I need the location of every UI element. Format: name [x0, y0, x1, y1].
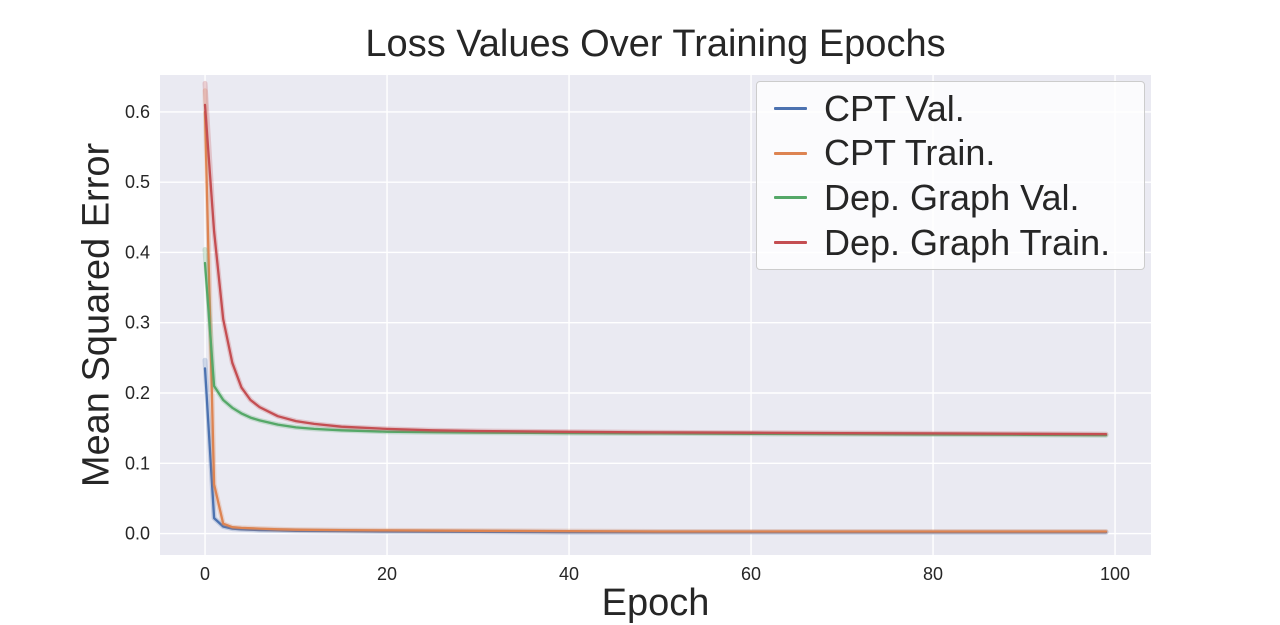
y-tick-label: 0.4 [125, 242, 150, 262]
legend-item-cpt-val: CPT Val. [767, 87, 1134, 129]
legend-label: Dep. Graph Val. [824, 177, 1080, 219]
series-line-cpt-train [203, 110, 1108, 533]
legend-line-swatch-red [774, 241, 807, 245]
legend-line-swatch-orange [774, 151, 807, 155]
legend-item-dep-graph-train: Dep. Graph Train. [767, 223, 1134, 263]
y-axis-label: Mean Squared Error [75, 142, 118, 488]
y-tick-label: 0.2 [125, 383, 150, 403]
legend-item-dep-graph-val: Dep. Graph Val. [767, 178, 1134, 218]
legend-line-swatch-green [774, 196, 807, 200]
legend-label: CPT Train. [824, 132, 996, 174]
x-tick-label: 60 [741, 564, 761, 584]
x-tick-label: 0 [200, 564, 210, 584]
y-tick-label: 0.0 [125, 524, 150, 544]
x-tick-label: 20 [377, 564, 397, 584]
y-tick-label: 0.3 [125, 313, 150, 333]
legend-label: CPT Val. [824, 87, 965, 129]
y-tick-label: 0.6 [125, 102, 150, 122]
legend-line-swatch-blue [774, 106, 807, 110]
legend-item-cpt-train: CPT Train. [767, 133, 1134, 173]
y-tick-label: 0.1 [125, 453, 150, 473]
y-tick-label: 0.5 [125, 172, 150, 192]
x-axis-label: Epoch [601, 582, 710, 624]
series-line-dep-graph-train [203, 103, 1108, 436]
legend: CPT Val. CPT Train. Dep. Graph Val. Dep.… [756, 81, 1145, 270]
x-tick-label: 40 [559, 564, 579, 584]
legend-label: Dep. Graph Train. [824, 221, 1111, 263]
x-tick-label: 80 [923, 564, 943, 584]
chart-title: Loss Values Over Training Epochs [365, 23, 946, 65]
x-tick-label: 100 [1100, 564, 1130, 584]
